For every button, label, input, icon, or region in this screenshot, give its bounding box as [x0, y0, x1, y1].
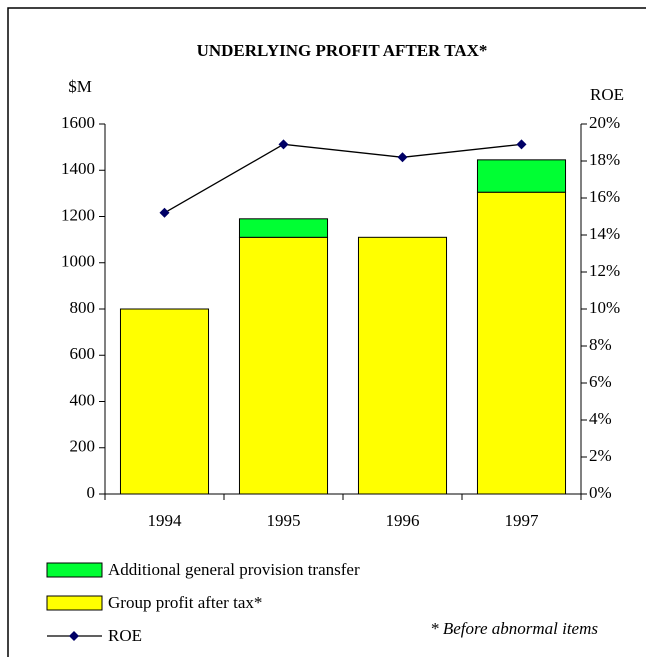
x-tick-label: 1997: [505, 511, 540, 530]
marker: [516, 139, 527, 150]
y2-tick-label: 14%: [589, 224, 620, 243]
bar: [238, 218, 329, 238]
frame: [7, 7, 646, 662]
y-tick-label: 600: [70, 344, 96, 363]
y-tick-label: 800: [70, 298, 96, 317]
marker: [278, 139, 289, 150]
y2-tick-label: 12%: [589, 261, 620, 280]
y2-tick-label: 8%: [589, 335, 612, 354]
y-axis-label: $M: [68, 77, 92, 96]
line: [164, 143, 522, 214]
y2-tick-label: 16%: [589, 187, 620, 206]
legend-marker: [69, 631, 79, 641]
y-tick-label: 1200: [61, 205, 95, 224]
y2-tick-label: 20%: [589, 113, 620, 132]
y-tick-label: 200: [70, 437, 96, 456]
legend-label: Additional general provision transfer: [108, 560, 360, 579]
y2-tick-label: 6%: [589, 372, 612, 391]
y2-tick-label: 10%: [589, 298, 620, 317]
y-tick-label: 400: [70, 390, 96, 409]
y2-tick-label: 0%: [589, 483, 612, 502]
legend-swatch: [46, 562, 103, 578]
y2-tick-label: 4%: [589, 409, 612, 428]
annotation: * Before abnormal items: [430, 619, 598, 638]
x-tick-label: 1995: [267, 511, 301, 530]
y2-tick-label: 2%: [589, 446, 612, 465]
x-tick-label: 1996: [386, 511, 420, 530]
legend-label: ROE: [108, 626, 142, 645]
chart-title: UNDERLYING PROFIT AFTER TAX*: [197, 41, 488, 60]
legend-swatch: [46, 595, 103, 611]
y2-axis-label: ROE: [590, 85, 624, 104]
bar: [476, 159, 567, 193]
y-tick-label: 1400: [61, 159, 95, 178]
y-tick-label: 0: [87, 483, 96, 502]
marker: [397, 152, 408, 163]
bar: [119, 308, 210, 495]
y-tick-label: 1000: [61, 252, 95, 271]
bar: [357, 236, 448, 495]
marker: [159, 207, 170, 218]
x-tick-label: 1994: [148, 511, 183, 530]
bar: [238, 236, 329, 495]
y-tick-label: 1600: [61, 113, 95, 132]
y2-tick-label: 18%: [589, 150, 620, 169]
legend-label: Group profit after tax*: [108, 593, 262, 612]
bar: [476, 191, 567, 495]
